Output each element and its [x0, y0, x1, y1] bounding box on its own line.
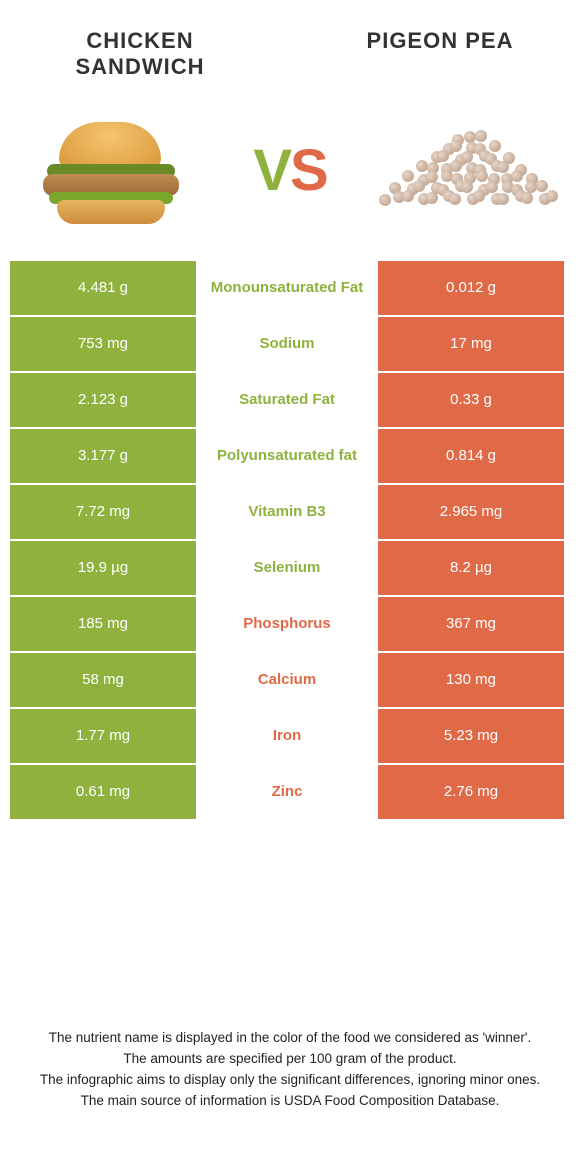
right-value-cell: 17 mg [378, 317, 564, 371]
left-value-cell: 1.77 mg [10, 709, 196, 763]
nutrient-label-cell: Sodium [198, 317, 376, 371]
right-value-cell: 0.814 g [378, 429, 564, 483]
left-value-cell: 185 mg [10, 597, 196, 651]
titles-row: Chicken Sandwich Pigeon pea [0, 0, 580, 91]
nutrient-label-cell: Iron [198, 709, 376, 763]
left-food-title: Chicken Sandwich [40, 28, 240, 81]
left-value-cell: 19.9 µg [10, 541, 196, 595]
table-row: 2.123 gSaturated Fat0.33 g [10, 373, 570, 427]
table-row: 185 mgPhosphorus367 mg [10, 597, 570, 651]
nutrient-label-cell: Saturated Fat [198, 373, 376, 427]
nutrient-table: 4.481 gMonounsaturated Fat0.012 g753 mgS… [10, 261, 570, 819]
table-row: 7.72 mgVitamin B32.965 mg [10, 485, 570, 539]
right-value-cell: 367 mg [378, 597, 564, 651]
vs-s: S [290, 138, 327, 203]
table-row: 19.9 µgSelenium8.2 µg [10, 541, 570, 595]
right-food-title: Pigeon pea [340, 28, 540, 81]
nutrient-label-cell: Calcium [198, 653, 376, 707]
table-row: 1.77 mgIron5.23 mg [10, 709, 570, 763]
right-value-cell: 0.012 g [378, 261, 564, 315]
nutrient-label-cell: Polyunsaturated fat [198, 429, 376, 483]
nutrient-label-cell: Phosphorus [198, 597, 376, 651]
left-value-cell: 3.177 g [10, 429, 196, 483]
footer-line: The nutrient name is displayed in the co… [36, 1028, 544, 1049]
footer-line: The infographic aims to display only the… [36, 1070, 544, 1091]
right-value-cell: 8.2 µg [378, 541, 564, 595]
footer-notes: The nutrient name is displayed in the co… [0, 1028, 580, 1112]
sandwich-icon [35, 116, 185, 226]
table-row: 3.177 gPolyunsaturated fat0.814 g [10, 429, 570, 483]
vs-label: VS [253, 137, 326, 204]
table-row: 753 mgSodium17 mg [10, 317, 570, 371]
left-value-cell: 753 mg [10, 317, 196, 371]
vs-v: V [253, 138, 290, 203]
table-row: 4.481 gMonounsaturated Fat0.012 g [10, 261, 570, 315]
nutrient-label-cell: Selenium [198, 541, 376, 595]
right-value-cell: 0.33 g [378, 373, 564, 427]
footer-line: The main source of information is USDA F… [36, 1091, 544, 1112]
right-value-cell: 2.965 mg [378, 485, 564, 539]
table-row: 58 mgCalcium130 mg [10, 653, 570, 707]
left-value-cell: 0.61 mg [10, 765, 196, 819]
left-value-cell: 2.123 g [10, 373, 196, 427]
right-value-cell: 130 mg [378, 653, 564, 707]
right-food-image [390, 111, 550, 231]
nutrient-label-cell: Monounsaturated Fat [198, 261, 376, 315]
nutrient-label-cell: Vitamin B3 [198, 485, 376, 539]
nutrient-label-cell: Zinc [198, 765, 376, 819]
images-row: VS [0, 91, 580, 261]
footer-line: The amounts are specified per 100 gram o… [36, 1049, 544, 1070]
left-value-cell: 7.72 mg [10, 485, 196, 539]
left-value-cell: 58 mg [10, 653, 196, 707]
left-value-cell: 4.481 g [10, 261, 196, 315]
table-row: 0.61 mgZinc2.76 mg [10, 765, 570, 819]
left-food-image [30, 111, 190, 231]
peas-icon [395, 126, 545, 216]
right-value-cell: 5.23 mg [378, 709, 564, 763]
right-value-cell: 2.76 mg [378, 765, 564, 819]
